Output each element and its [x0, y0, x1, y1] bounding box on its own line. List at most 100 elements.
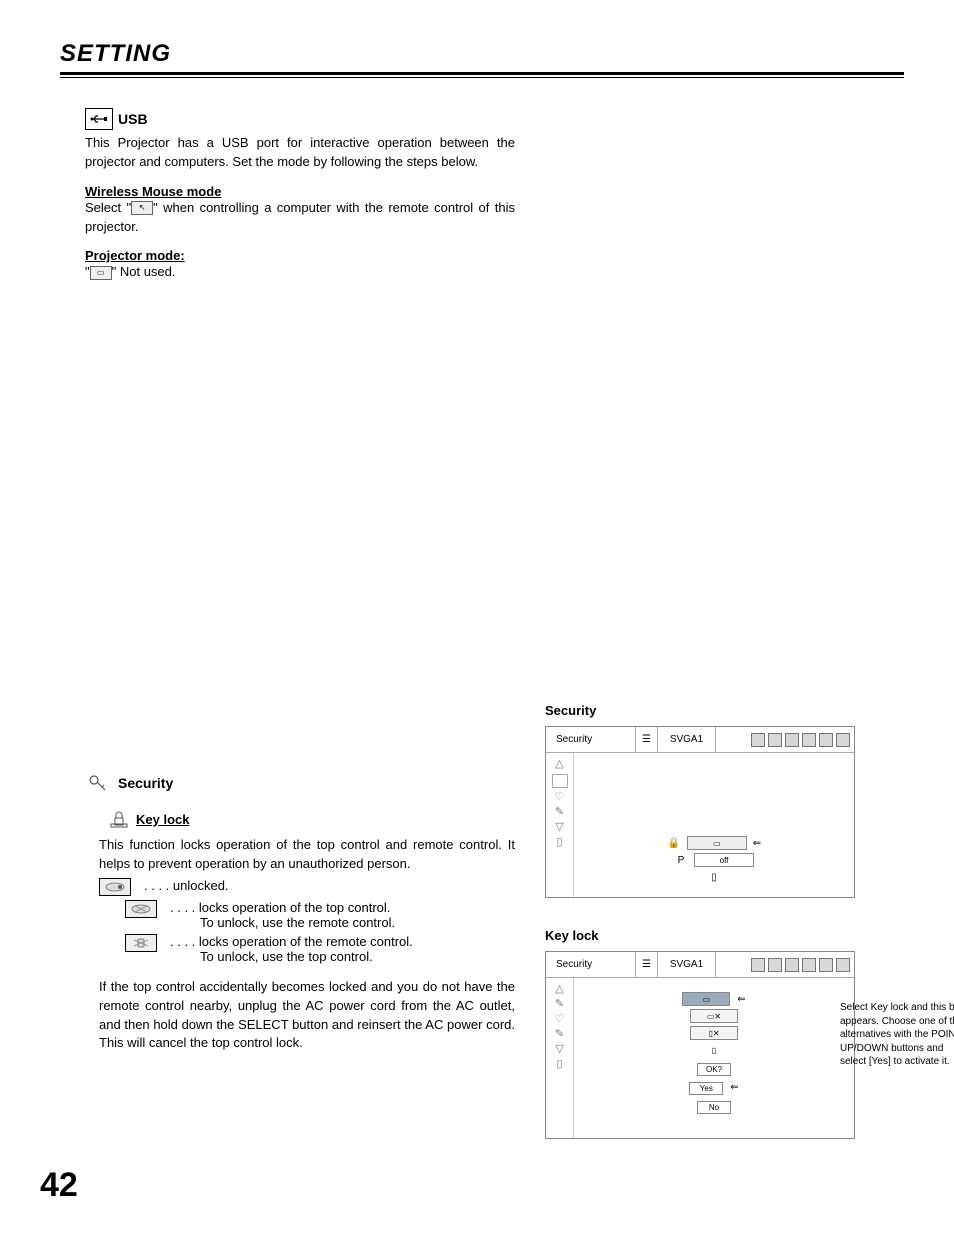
header-rule	[60, 72, 904, 78]
no-button[interactable]: No	[697, 1101, 731, 1114]
arrow-left-icon: ⇐	[730, 1082, 738, 1093]
option-selected-row: ▭ ⇐	[682, 992, 745, 1006]
pin-small-icon: P	[674, 853, 688, 867]
wireless-mouse-heading: Wireless Mouse mode	[85, 184, 515, 199]
panel-tab-mode: SVGA1	[658, 727, 716, 752]
panel-toolbar	[747, 958, 854, 972]
toolbar-icon	[751, 733, 765, 747]
side-icon: ▯	[556, 1059, 562, 1070]
arrow-left-icon: ⇐	[737, 994, 745, 1005]
unlocked-row: . . . . unlocked.	[99, 878, 515, 896]
right-column: Security Security ☰ SVGA1 △	[545, 108, 875, 1169]
option-return: ▯	[690, 1043, 738, 1057]
keylock-value: ▭	[687, 836, 747, 850]
yes-button[interactable]: Yes	[689, 1082, 723, 1095]
side-icon: ✎	[555, 1029, 564, 1040]
option-unlocked[interactable]: ▭	[682, 992, 730, 1006]
side-icon: ♡	[555, 1014, 565, 1025]
return-row: ▯	[584, 870, 844, 884]
toolbar-icon	[836, 958, 850, 972]
toolbar-icon	[836, 733, 850, 747]
arrow-left-icon: ⇐	[753, 838, 761, 849]
panel-tab-icon: ☰	[636, 727, 658, 752]
keylock-options: ▭ ⇐ ▭✕ ▯✕ ▯ OK? Yes ⇐ No	[584, 988, 844, 1114]
option-lock-top[interactable]: ▭✕	[690, 1009, 738, 1023]
usb-body: This Projector has a USB port for intera…	[85, 134, 515, 172]
lock-remote-line2: To unlock, use the top control.	[200, 949, 413, 964]
security-heading: Security	[85, 772, 515, 794]
side-icon: ✎	[555, 999, 564, 1010]
keylock-body: This function locks operation of the top…	[99, 836, 515, 874]
side-icon: ♡	[555, 792, 565, 803]
lock-top-row: . . . . locks operation of the top contr…	[125, 900, 515, 930]
toolbar-icon	[819, 958, 833, 972]
nav-up-icon: △	[555, 984, 563, 995]
keylock-panel-top: Security ☰ SVGA1	[546, 952, 854, 978]
keylock-heading: Key lock	[107, 808, 515, 830]
keylock-title: Key lock	[136, 812, 189, 827]
lock-remote-row: . . . . locks operation of the remote co…	[125, 934, 515, 964]
left-column: USB This Projector has a USB port for in…	[60, 108, 515, 1169]
projector-small-icon: ▭	[90, 266, 112, 280]
ok-label: OK?	[697, 1063, 731, 1076]
toolbar-icon	[785, 958, 799, 972]
security-key-icon	[85, 772, 113, 794]
right-spacer	[545, 108, 875, 703]
pin-value: off	[694, 853, 754, 867]
panel-tab-security: Security	[546, 952, 636, 977]
keylock-panel-main: ▭ ⇐ ▭✕ ▯✕ ▯ OK? Yes ⇐ No	[574, 978, 854, 1138]
keylock-panel-side: △ ✎ ♡ ✎ ▽ ▯	[546, 978, 574, 1138]
mouse-cursor-icon: ↖	[131, 201, 153, 215]
keylock-panel: Security ☰ SVGA1 △ ✎	[545, 951, 855, 1139]
nav-down-icon: ▽	[555, 1044, 563, 1055]
lock-top-icon	[125, 900, 157, 918]
option-lock-remote[interactable]: ▯✕	[690, 1026, 738, 1040]
lock-remote-line1: . . . . locks operation of the remote co…	[170, 934, 413, 949]
panel-tab-icon: ☰	[636, 952, 658, 977]
projector-body-post: " Not used.	[112, 264, 176, 279]
toolbar-icon	[751, 958, 765, 972]
panel-tab-security: Security	[546, 727, 636, 752]
keylock-note: If the top control accidentally becomes …	[99, 978, 515, 1053]
lock-remote-icon	[125, 934, 157, 952]
security-panel-top: Security ☰ SVGA1	[546, 727, 854, 753]
security-panel-side: △ ♡ ✎ ▽ ▯	[546, 753, 574, 897]
security-panel-main: 🔒 ▭ ⇐ P off ▯	[574, 753, 854, 897]
wireless-body-pre: Select "	[85, 200, 131, 215]
header-title: SETTING	[60, 40, 904, 72]
lock-top-text: . . . . locks operation of the top contr…	[170, 900, 395, 930]
panel-toolbar	[747, 733, 854, 747]
lock-top-line1: . . . . locks operation of the top contr…	[170, 900, 395, 915]
toolbar-icon	[768, 958, 782, 972]
projector-mode-heading: Projector mode:	[85, 248, 515, 263]
panel-tab-mode: SVGA1	[658, 952, 716, 977]
lock-remote-text: . . . . locks operation of the remote co…	[170, 934, 413, 964]
toolbar-icon	[768, 733, 782, 747]
keylock-setting-row: 🔒 ▭ ⇐	[584, 836, 844, 850]
security-section: Security Key lock This function locks op…	[85, 772, 515, 1053]
wireless-mouse-body: Select "↖" when controlling a computer w…	[85, 199, 515, 237]
keylock-panel-wrap: Security ☰ SVGA1 △ ✎	[545, 951, 875, 1139]
return-icon: ▯	[707, 870, 721, 884]
usb-heading: USB	[85, 108, 515, 130]
unlocked-icon	[99, 878, 131, 896]
usb-title: USB	[118, 111, 148, 127]
toolbar-icon	[785, 733, 799, 747]
usb-icon	[85, 108, 113, 130]
keylock-icon	[107, 808, 131, 830]
side-icon: ✎	[555, 807, 564, 818]
side-icon: ▯	[556, 837, 562, 848]
content-columns: USB This Projector has a USB port for in…	[60, 108, 904, 1169]
toolbar-icon	[802, 733, 816, 747]
security-title: Security	[118, 775, 173, 791]
lock-top-line2: To unlock, use the remote control.	[200, 915, 395, 930]
right-keylock-title: Key lock	[545, 928, 875, 943]
side-icon	[552, 774, 568, 788]
page-number: 42	[40, 1166, 78, 1205]
nav-down-icon: ▽	[555, 822, 563, 833]
toolbar-icon	[802, 958, 816, 972]
toolbar-icon	[819, 733, 833, 747]
nav-up-icon: △	[555, 759, 563, 770]
projector-mode-body: "▭" Not used.	[85, 263, 515, 282]
pin-setting-row: P off	[584, 853, 844, 867]
